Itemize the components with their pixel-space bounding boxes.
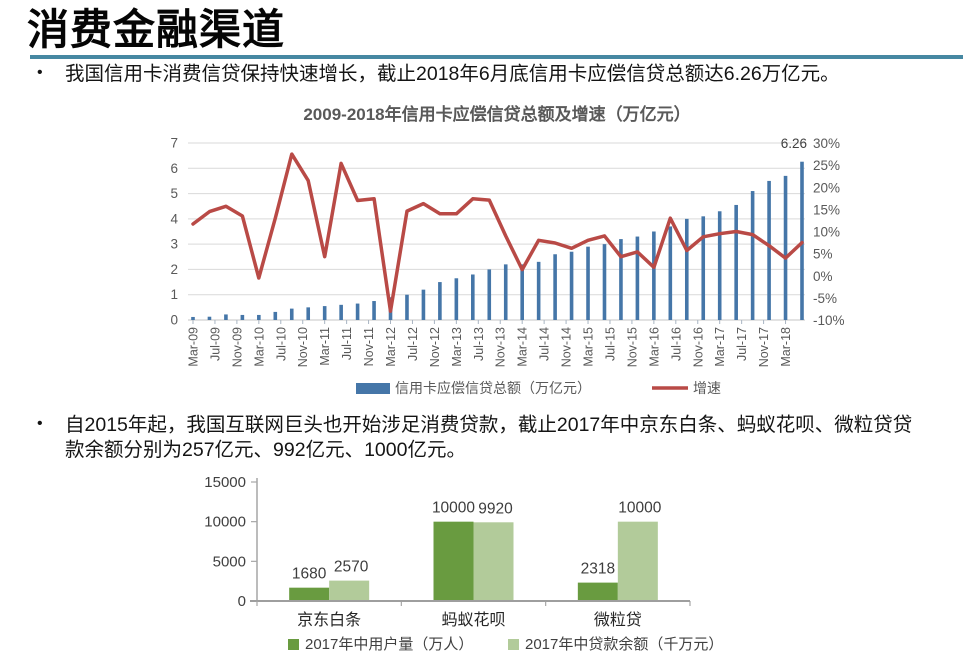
- svg-text:Mar-18: Mar-18: [779, 327, 793, 367]
- svg-text:Jul-12: Jul-12: [406, 327, 420, 361]
- svg-text:京东白条: 京东白条: [297, 611, 361, 629]
- svg-text:30%: 30%: [813, 136, 840, 151]
- svg-text:1680: 1680: [292, 566, 327, 583]
- svg-text:15000: 15000: [204, 474, 246, 491]
- svg-text:10000: 10000: [618, 500, 661, 517]
- svg-text:蚂蚁花呗: 蚂蚁花呗: [441, 611, 505, 629]
- svg-text:0: 0: [170, 313, 178, 328]
- legend-swatch-bars: [356, 383, 390, 394]
- legend-swatch-balance: [508, 639, 519, 650]
- svg-text:信用卡应偿信贷总额（万亿元）: 信用卡应偿信贷总额（万亿元）: [395, 380, 591, 396]
- svg-text:20%: 20%: [813, 180, 840, 195]
- svg-text:10000: 10000: [432, 500, 475, 517]
- svg-text:Mar-11: Mar-11: [318, 327, 332, 366]
- legend-swatch-users: [288, 639, 299, 650]
- svg-text:2017年中贷款余额（千万元）: 2017年中贷款余额（千万元）: [525, 635, 723, 653]
- svg-text:微粒贷: 微粒贷: [594, 611, 642, 629]
- svg-text:Jul-15: Jul-15: [603, 327, 617, 361]
- svg-text:Nov-09: Nov-09: [230, 327, 244, 367]
- svg-text:Jul-09: Jul-09: [208, 327, 222, 361]
- svg-text:Mar-13: Mar-13: [450, 327, 464, 367]
- svg-text:Jul-11: Jul-11: [340, 327, 354, 360]
- svg-text:Mar-10: Mar-10: [252, 327, 266, 367]
- svg-text:Nov-13: Nov-13: [494, 327, 508, 367]
- svg-text:2: 2: [170, 262, 178, 277]
- svg-text:25%: 25%: [813, 158, 840, 173]
- bullet-item-2: • 自2015年起，我国互联网巨头也开始涉足消费贷款，截止2017年中京东白条、…: [35, 413, 925, 463]
- svg-text:2009-2018年信用卡应偿信贷总额及增速（万亿元）: 2009-2018年信用卡应偿信贷总额及增速（万亿元）: [303, 104, 690, 124]
- credit-card-combo-chart: 2009-2018年信用卡应偿信贷总额及增速（万亿元） 0 1 2 3 4 5 6 7 30% 25…: [170, 104, 845, 396]
- svg-text:Nov-17: Nov-17: [757, 327, 771, 367]
- svg-text:Jul-17: Jul-17: [735, 327, 749, 361]
- svg-text:Nov-11: Nov-11: [362, 327, 376, 366]
- page-title: 消费金融渠道: [27, 6, 286, 53]
- svg-text:Nov-10: Nov-10: [296, 327, 310, 367]
- svg-text:Jul-14: Jul-14: [538, 327, 552, 361]
- svg-text:10%: 10%: [813, 225, 840, 240]
- svg-text:6.26: 6.26: [781, 136, 807, 151]
- svg-text:5000: 5000: [213, 553, 246, 570]
- svg-text:4: 4: [170, 211, 178, 226]
- title-underline: [30, 55, 963, 59]
- svg-text:10000: 10000: [204, 514, 246, 531]
- svg-text:15%: 15%: [813, 202, 840, 217]
- svg-text:Mar-17: Mar-17: [713, 327, 727, 367]
- svg-text:Nov-15: Nov-15: [625, 327, 639, 367]
- bullet-marker: •: [37, 415, 43, 432]
- svg-text:5%: 5%: [813, 247, 833, 262]
- svg-text:Nov-12: Nov-12: [428, 327, 442, 367]
- svg-text:Mar-09: Mar-09: [187, 327, 201, 367]
- svg-text:Jul-13: Jul-13: [472, 327, 486, 361]
- svg-text:-10%: -10%: [813, 313, 845, 328]
- svg-text:增速: 增速: [693, 380, 721, 396]
- svg-text:7: 7: [170, 136, 178, 151]
- svg-text:0%: 0%: [813, 269, 833, 284]
- svg-text:Mar-12: Mar-12: [384, 327, 398, 367]
- svg-text:2017年中用户量（万人）: 2017年中用户量（万人）: [305, 636, 473, 653]
- svg-text:Jul-16: Jul-16: [669, 327, 683, 361]
- svg-text:6: 6: [170, 161, 178, 176]
- bullet-text-1: 我国信用卡消费信贷保持快速增长，截止2018年6月底信用卡应偿信贷总额达6.26…: [65, 63, 840, 85]
- svg-text:9920: 9920: [478, 500, 513, 517]
- svg-text:Nov-16: Nov-16: [691, 327, 705, 367]
- svg-text:Mar-14: Mar-14: [516, 327, 530, 367]
- bullet-marker: •: [37, 64, 43, 81]
- svg-text:1: 1: [170, 287, 178, 302]
- bullet-item-1: • 我国信用卡消费信贷保持快速增长，截止2018年6月底信用卡应偿信贷总额达6.…: [35, 62, 940, 87]
- bullet-text-2: 自2015年起，我国互联网巨头也开始涉足消费贷款，截止2017年中京东白条、蚂蚁…: [65, 414, 913, 461]
- svg-text:0: 0: [238, 593, 246, 610]
- svg-text:Nov-14: Nov-14: [560, 327, 574, 367]
- svg-text:5: 5: [170, 186, 178, 201]
- svg-text:Jul-10: Jul-10: [274, 327, 288, 361]
- svg-text:3: 3: [170, 237, 178, 252]
- svg-text:2570: 2570: [334, 559, 369, 576]
- svg-text:Mar-16: Mar-16: [647, 327, 661, 367]
- svg-text:2318: 2318: [581, 561, 615, 578]
- svg-text:-5%: -5%: [813, 291, 837, 306]
- svg-text:Mar-15: Mar-15: [582, 327, 596, 367]
